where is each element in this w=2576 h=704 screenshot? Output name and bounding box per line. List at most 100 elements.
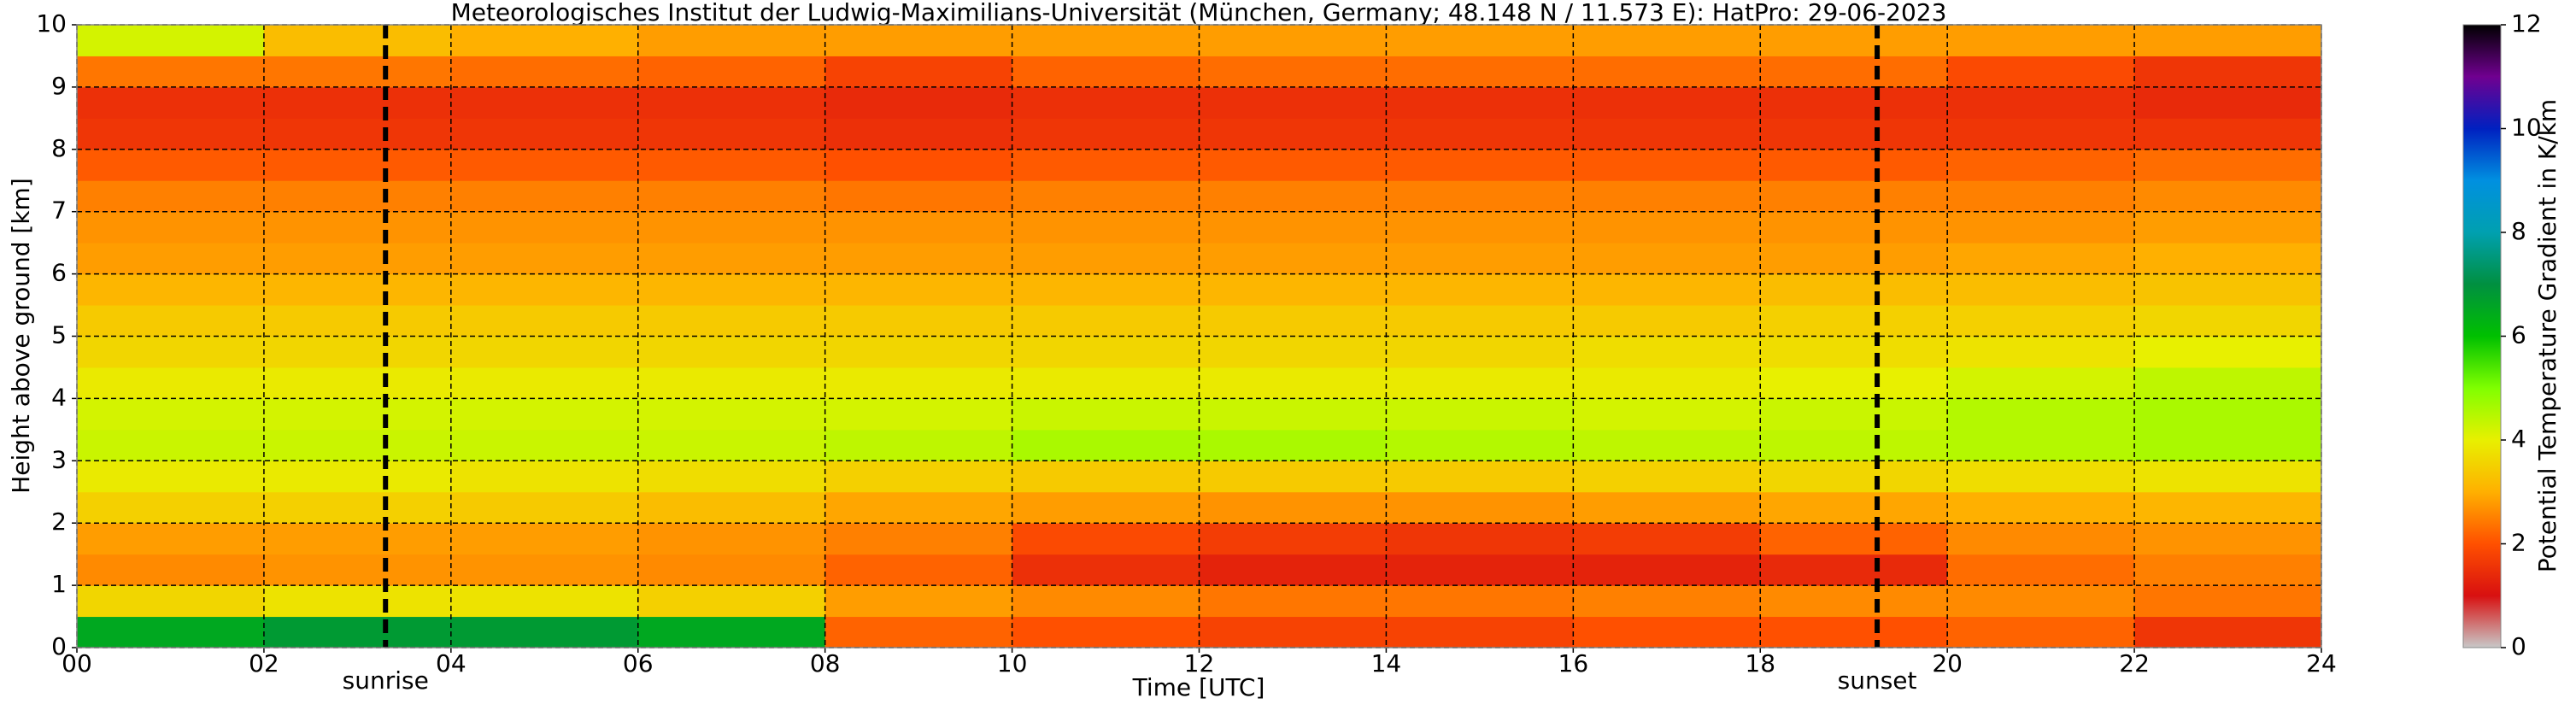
heat-cell <box>263 554 452 586</box>
heat-cell <box>1386 273 1574 306</box>
heat-cell <box>263 585 452 618</box>
heat-cell <box>824 398 1013 431</box>
heat-cell <box>2134 211 2322 243</box>
colorbar-tick-label: 10 <box>2511 114 2542 142</box>
heat-cell <box>1012 491 1200 524</box>
y-tick-label: 7 <box>51 197 67 225</box>
heat-cell <box>1012 429 1200 461</box>
heat-cell <box>450 491 639 524</box>
x-tick-label: 06 <box>623 649 654 678</box>
heat-cell <box>2134 367 2322 399</box>
heat-cell <box>263 491 452 524</box>
heat-cell <box>1947 554 2135 586</box>
heat-cell <box>637 523 826 555</box>
heat-cell <box>824 149 1013 181</box>
annotation-label: sunset <box>1838 666 1917 695</box>
heat-cell <box>1947 429 2135 461</box>
heat-cell <box>450 585 639 618</box>
heat-cell <box>1947 398 2135 431</box>
x-tick-label: 14 <box>1371 649 1402 678</box>
heat-cell <box>263 25 452 56</box>
heat-cell <box>2134 180 2322 213</box>
heat-cell <box>1573 25 1761 56</box>
heat-cell <box>1012 180 1200 213</box>
heat-cell <box>824 523 1013 555</box>
heat-cell <box>1573 616 1761 648</box>
heat-cell <box>450 118 639 150</box>
heat-cell <box>1947 616 2135 648</box>
y-tick-label: 8 <box>51 134 67 162</box>
x-tick-label: 16 <box>1558 649 1589 678</box>
heat-cell <box>1386 25 1574 56</box>
heat-cell <box>1760 56 1948 88</box>
heat-cell <box>1199 86 1387 119</box>
x-tick-label: 02 <box>249 649 279 678</box>
heat-cell <box>1760 86 1948 119</box>
heat-cell <box>450 273 639 306</box>
heat-cell <box>263 211 452 243</box>
heat-cell <box>77 616 265 648</box>
heat-cell <box>637 243 826 275</box>
y-tick-label: 2 <box>51 507 67 536</box>
heat-cell <box>1573 491 1761 524</box>
heat-cell <box>1947 305 2135 337</box>
heat-cell <box>1573 86 1761 119</box>
heat-cell <box>824 118 1013 150</box>
heat-cell <box>1573 336 1761 368</box>
heat-cell <box>450 305 639 337</box>
heat-cell <box>1199 554 1387 586</box>
heat-cell <box>2134 398 2322 431</box>
heat-cell <box>263 429 452 461</box>
heat-cell <box>77 554 265 586</box>
heat-cell <box>1199 56 1387 88</box>
heat-cell <box>824 56 1013 88</box>
heat-cell <box>637 336 826 368</box>
heat-cell <box>1947 461 2135 493</box>
heat-cell <box>1386 180 1574 213</box>
heat-cell <box>2134 149 2322 181</box>
heat-cell <box>77 25 265 56</box>
heat-cell <box>77 118 265 150</box>
heat-cell <box>1760 149 1948 181</box>
x-tick-label: 00 <box>62 649 92 678</box>
heat-cell <box>1573 56 1761 88</box>
heat-cell <box>263 398 452 431</box>
heat-cell <box>77 86 265 119</box>
heat-cell <box>1199 616 1387 648</box>
colorbar-tick-label: 12 <box>2511 9 2542 38</box>
heat-cell <box>77 398 265 431</box>
heat-cell <box>1199 491 1387 524</box>
heat-cell <box>1386 118 1574 150</box>
heat-cell <box>824 336 1013 368</box>
heat-cell <box>637 398 826 431</box>
heat-cell <box>77 180 265 213</box>
heat-cell <box>824 180 1013 213</box>
heat-cell <box>824 243 1013 275</box>
y-axis-label: Height above ground [km] <box>7 178 35 494</box>
heat-cell <box>1012 25 1200 56</box>
x-tick-label: 24 <box>2306 649 2337 678</box>
heat-cell <box>2134 25 2322 56</box>
colorbar <box>2462 24 2502 648</box>
heat-cell <box>77 491 265 524</box>
heat-cell <box>1012 243 1200 275</box>
heat-cell <box>1573 243 1761 275</box>
heat-cell <box>1386 336 1574 368</box>
heat-cell <box>1947 25 2135 56</box>
heat-cell <box>450 25 639 56</box>
heat-cell <box>1947 273 2135 306</box>
heat-cell <box>824 616 1013 648</box>
heat-cell <box>2134 429 2322 461</box>
heat-cell <box>824 461 1013 493</box>
heat-cell <box>1386 523 1574 555</box>
heat-cell <box>1760 585 1948 618</box>
heat-cell <box>450 180 639 213</box>
heat-cell <box>263 336 452 368</box>
heat-cell <box>824 554 1013 586</box>
heat-cell <box>450 86 639 119</box>
heat-cell <box>1386 243 1574 275</box>
heat-cell <box>1012 56 1200 88</box>
heat-cell <box>77 367 265 399</box>
heat-cell <box>1199 523 1387 555</box>
heat-cell <box>1012 305 1200 337</box>
